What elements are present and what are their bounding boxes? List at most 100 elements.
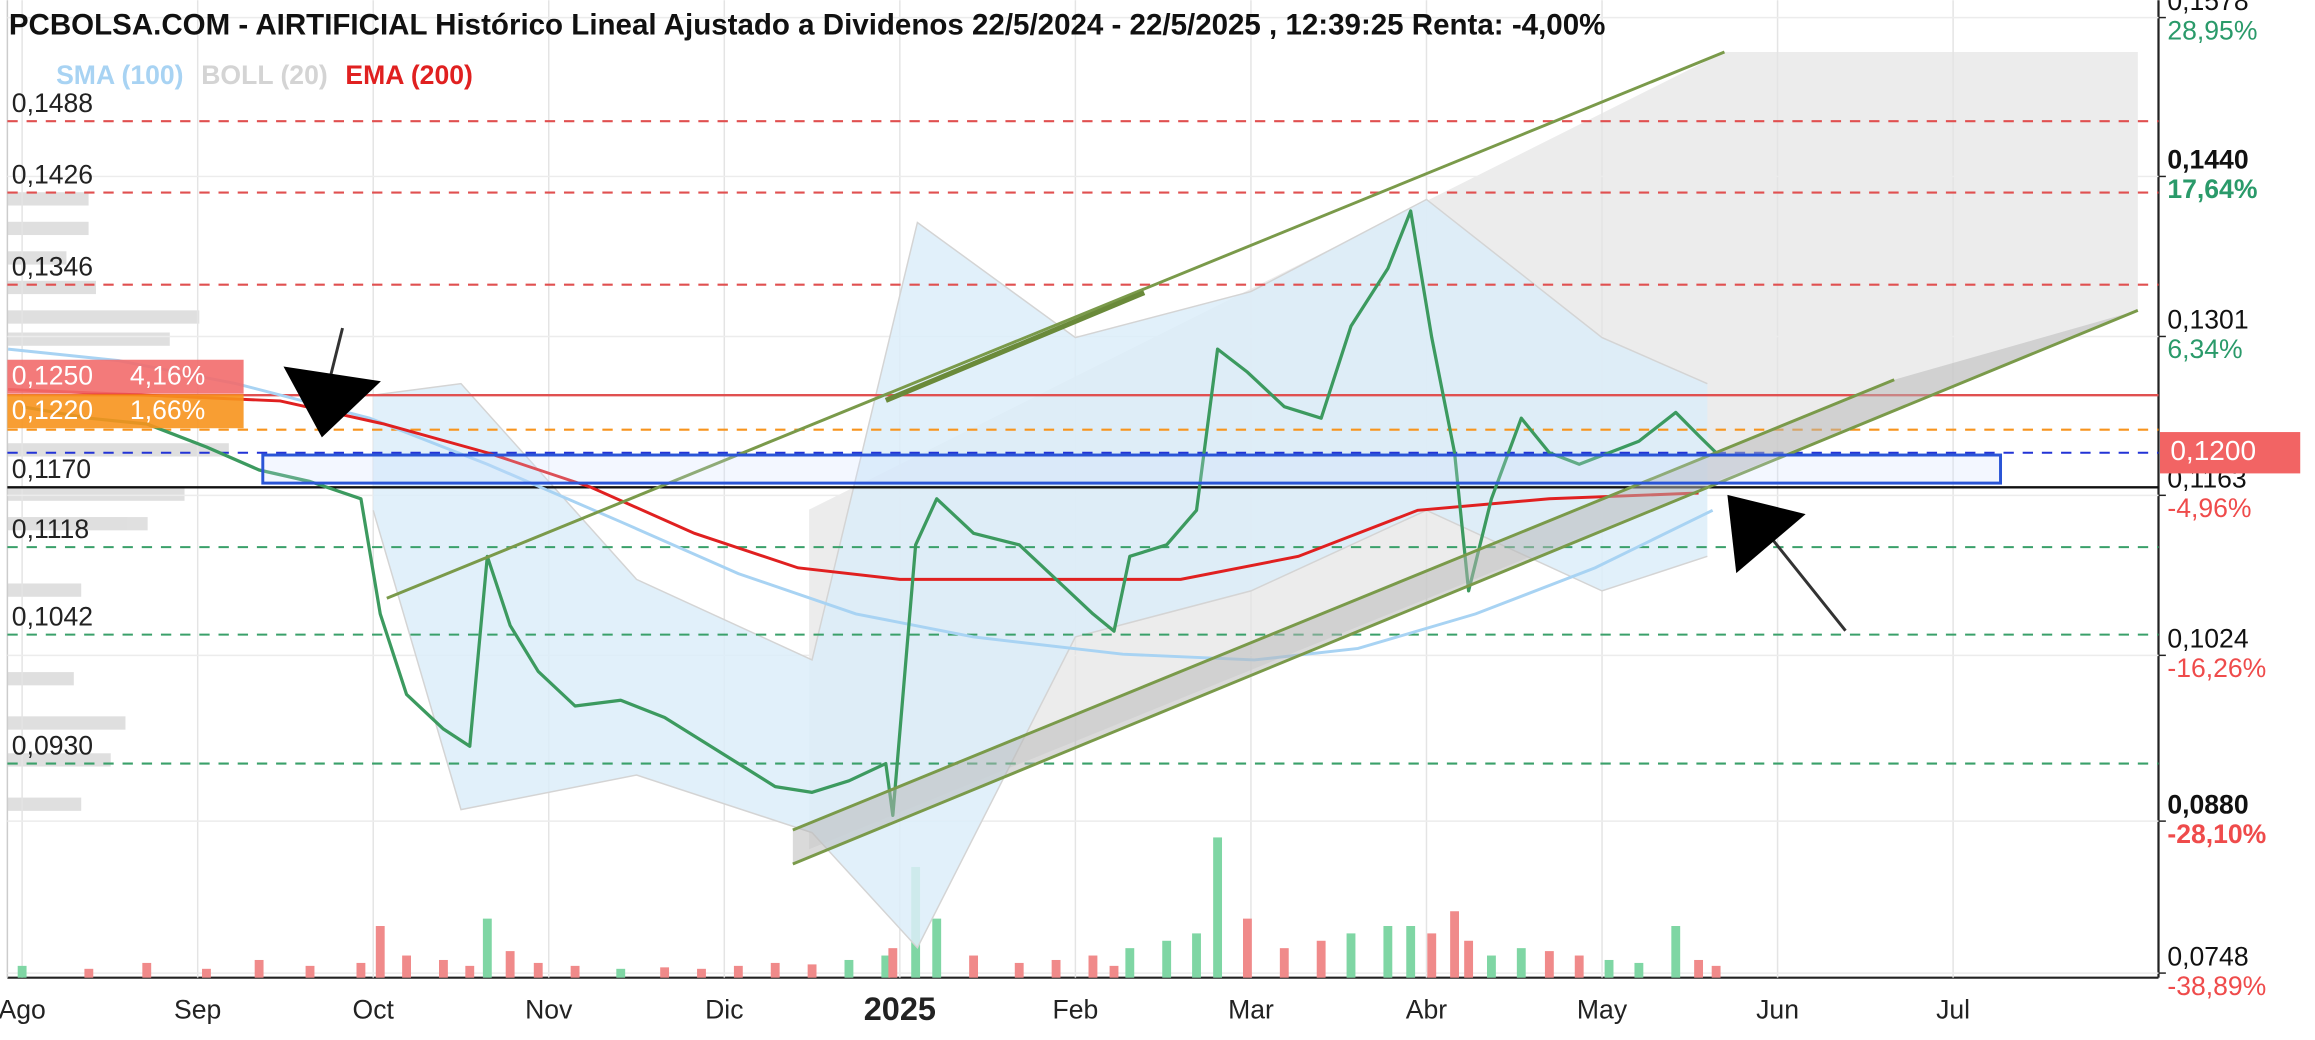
- volume-bar: [254, 959, 264, 978]
- volume-bar: [1279, 948, 1289, 978]
- volume-bar: [505, 951, 515, 978]
- volume-bar: [932, 918, 942, 978]
- volume-bar: [770, 962, 780, 978]
- volume-bar: [733, 965, 743, 978]
- x-tick-label: Feb: [1053, 995, 1099, 1025]
- band-layer: [17, 198, 1721, 978]
- arrow-shaft: [1767, 533, 1847, 632]
- volume-bar: [844, 959, 854, 978]
- arrow-head: [1727, 494, 1806, 574]
- x-tick-label: Sep: [174, 995, 221, 1025]
- volume-bar: [1574, 955, 1584, 978]
- volume-bar: [1711, 965, 1721, 978]
- last-price-tag: [2159, 432, 2301, 474]
- level-label: 0,1220: [12, 395, 93, 425]
- y-tick-label: 0,1578: [2167, 0, 2248, 16]
- volume-bar: [888, 948, 898, 978]
- y-tick-label: 0,1440: [2167, 145, 2248, 175]
- volume-bar: [142, 962, 152, 978]
- level-label: 0,1346: [12, 251, 93, 281]
- volume-bar: [1516, 948, 1526, 978]
- volume-bar: [305, 965, 315, 978]
- volume-bar: [84, 968, 94, 978]
- x-tick-label: Dic: [705, 995, 743, 1025]
- chart-title: PCBOLSA.COM - AIRTIFICIAL Histórico Line…: [9, 9, 1606, 42]
- y-tick-label: 0,0748: [2167, 941, 2248, 971]
- volume-bar: [807, 964, 817, 978]
- volume-bar: [1346, 933, 1356, 978]
- legend-entry: EMA (200): [345, 60, 472, 90]
- volume-bar: [1192, 933, 1201, 978]
- level-label: 0,1170: [12, 454, 91, 484]
- volume-bar: [1464, 940, 1474, 978]
- volume-bar: [881, 955, 891, 978]
- volume-bar: [1051, 959, 1061, 978]
- y-tick-label: 0,0880: [2167, 789, 2248, 819]
- level-label: 0,1426: [12, 159, 93, 189]
- grid-layer: [6, 0, 2166, 979]
- y-tick-change: -16,26%: [2167, 653, 2266, 683]
- volume-bar: [1316, 940, 1326, 978]
- y-tick-change: 17,64%: [2167, 174, 2257, 204]
- x-tick-label: Mar: [1228, 995, 1274, 1025]
- level-label: 0,1042: [12, 601, 93, 631]
- level-badge-label: 1,66%: [130, 395, 205, 425]
- volume-bar: [616, 968, 626, 978]
- x-tick-label: Oct: [353, 995, 395, 1025]
- volume-bar: [533, 962, 543, 978]
- volume-bar: [1450, 911, 1459, 978]
- volume-profile: [7, 192, 229, 811]
- volume-bar: [1487, 955, 1496, 978]
- last-price-label: 0,1200: [2170, 435, 2256, 466]
- volume-bar: [1383, 926, 1393, 978]
- volume-bar: [697, 968, 706, 978]
- volume-bar: [1634, 962, 1644, 978]
- volume-bar: [1213, 837, 1223, 978]
- level-badge: [7, 359, 244, 394]
- volume-bar: [1125, 948, 1135, 978]
- volume-bar: [1544, 951, 1554, 978]
- arrow-head: [283, 366, 381, 438]
- volume-bar: [1242, 918, 1252, 978]
- level-label: 0,1250: [12, 360, 93, 390]
- volume-bar: [1427, 933, 1437, 978]
- x-tick-label: Abr: [1406, 995, 1447, 1025]
- y-tick-label: 0,1024: [2167, 624, 2248, 654]
- volume-bar: [969, 955, 979, 978]
- x-tick-label: Ago: [0, 995, 46, 1025]
- bollinger-line: [373, 198, 1708, 661]
- volume-bar: [402, 955, 411, 978]
- support-box: [261, 453, 2003, 485]
- channel-line: [884, 290, 1146, 403]
- volume-bar: [1406, 926, 1416, 978]
- volume-bar: [1109, 965, 1119, 978]
- volume-bar: [1671, 926, 1681, 978]
- x-tick-label: 2025: [864, 991, 936, 1027]
- volume-bar: [465, 965, 475, 978]
- y-tick-change: 6,34%: [2167, 334, 2242, 364]
- volume-bar: [570, 965, 580, 978]
- level-badge-label: 4,16%: [130, 360, 205, 390]
- volume-bar: [1604, 959, 1614, 978]
- y-tick-change: -4,96%: [2167, 493, 2251, 523]
- volume-bar: [439, 959, 448, 978]
- volume-bar: [17, 965, 27, 978]
- volume-bar: [1014, 962, 1024, 978]
- level-label: 0,1488: [12, 88, 93, 118]
- channel-line: [792, 308, 2139, 866]
- y-tick-change: -38,89%: [2167, 971, 2266, 1001]
- y-tick-change: 28,95%: [2167, 15, 2257, 45]
- volume-bar: [482, 918, 492, 978]
- bollinger-band: [373, 199, 1708, 948]
- x-tick-label: May: [1577, 995, 1628, 1025]
- indicator-line: [7, 347, 1714, 662]
- x-tick-label: Nov: [525, 995, 573, 1025]
- volume-bar: [356, 962, 366, 978]
- legend-entry: SMA (100): [56, 60, 183, 90]
- levels-layer: [7, 120, 2159, 765]
- channel-line: [386, 50, 1725, 600]
- level-label: 0,1118: [12, 514, 89, 544]
